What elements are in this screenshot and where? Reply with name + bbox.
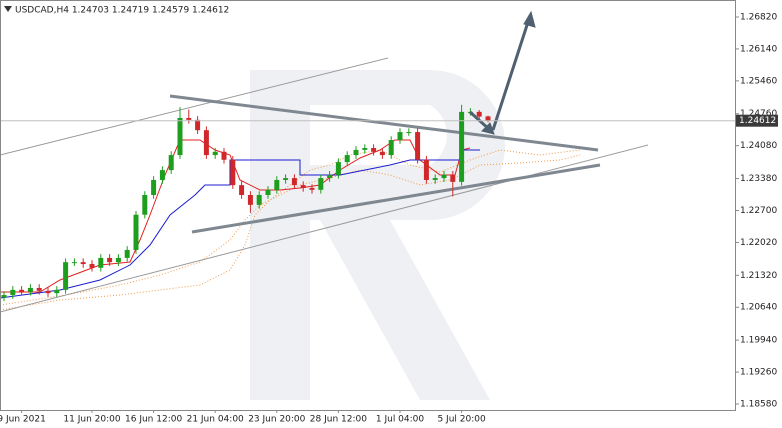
x-tick-label: 1 Jul 04:00 xyxy=(376,415,425,425)
candle-body xyxy=(230,159,236,186)
candle-body xyxy=(221,151,227,160)
candle-body xyxy=(344,155,350,163)
candle-body xyxy=(423,159,429,180)
candle-body xyxy=(63,262,69,290)
x-tick-label: 5 Jul 20:00 xyxy=(437,415,486,425)
y-tick-label: 1.22020 xyxy=(740,238,777,248)
candle-body xyxy=(300,185,306,188)
candle-body xyxy=(415,132,421,160)
candle-body xyxy=(239,185,245,195)
candle-body xyxy=(485,116,491,121)
x-tick-label: 21 Jun 04:00 xyxy=(187,415,244,425)
x-tick-label: 9 Jun 2021 xyxy=(0,415,46,425)
candle-body xyxy=(335,162,341,175)
x-tick-label: 11 Jun 20:00 xyxy=(63,415,120,425)
candle-body xyxy=(432,178,438,180)
candle-body xyxy=(10,289,16,296)
candle-body xyxy=(115,257,121,263)
candle-body xyxy=(274,179,280,190)
candle-body xyxy=(309,187,315,190)
candle-body xyxy=(283,178,289,180)
trendlines xyxy=(0,57,649,313)
candle-body xyxy=(19,289,25,292)
candle-body xyxy=(186,117,192,120)
y-tick-label: 1.21320 xyxy=(740,271,777,281)
candle-body xyxy=(476,111,482,117)
y-tick-label: 1.18580 xyxy=(740,399,777,409)
candle-body xyxy=(203,130,209,156)
candle-body xyxy=(159,170,165,180)
x-tick-label: 28 Jun 12:00 xyxy=(310,415,367,425)
candle-body xyxy=(133,214,139,250)
y-tick-label: 1.22700 xyxy=(740,206,777,216)
last-price-box xyxy=(736,114,778,127)
y-tick-label: 1.24760 xyxy=(740,109,777,119)
candle-body xyxy=(71,262,77,264)
candle-body xyxy=(54,289,60,294)
collapse-icon xyxy=(4,6,12,12)
candle-body xyxy=(459,111,465,182)
candle-body xyxy=(441,174,447,179)
candle-body xyxy=(371,148,377,152)
candle-body xyxy=(124,249,130,258)
candle-body xyxy=(450,174,456,182)
candle-body xyxy=(151,179,157,195)
candle-body xyxy=(36,287,42,291)
x-tick-label: 23 Jun 20:00 xyxy=(248,415,305,425)
x-tick-label: 16 Jun 12:00 xyxy=(125,415,182,425)
y-tick-label: 1.19940 xyxy=(740,336,777,346)
candle-body xyxy=(247,194,253,205)
plot-frame xyxy=(0,0,736,411)
candle-body xyxy=(318,178,324,190)
candle-body xyxy=(212,151,218,156)
y-tick-label: 1.26820 xyxy=(740,13,777,23)
candle-body xyxy=(107,257,113,263)
candle-body xyxy=(177,117,183,156)
last-price-label: 1.24612 xyxy=(739,116,776,126)
y-tick-label: 1.19260 xyxy=(740,368,777,378)
y-tick-label: 1.24080 xyxy=(740,141,777,151)
candle-body xyxy=(195,119,201,131)
candle-body xyxy=(291,178,297,186)
candle-body xyxy=(168,155,174,171)
candle-body xyxy=(353,149,359,156)
y-tick-label: 1.25460 xyxy=(740,76,777,86)
candle-body xyxy=(98,257,104,268)
chart-title: USDCAD,H4 1.24703 1.24719 1.24579 1.2461… xyxy=(15,6,229,16)
candle-body xyxy=(142,194,148,215)
y-tick-label: 1.26140 xyxy=(740,44,777,54)
y-tick-label: 1.23380 xyxy=(740,174,777,184)
candle-body xyxy=(327,174,333,179)
candle-body xyxy=(89,264,95,268)
candle-body xyxy=(379,151,385,156)
candle-body xyxy=(45,290,51,294)
candle-body xyxy=(27,287,33,292)
candle-body xyxy=(362,148,368,150)
y-tick-label: 1.20640 xyxy=(740,303,777,313)
candle-body xyxy=(256,194,262,205)
candle-body xyxy=(265,189,271,195)
candle-body xyxy=(80,262,86,265)
candle-body xyxy=(1,295,7,298)
indicators xyxy=(0,139,581,311)
candle-body xyxy=(397,132,403,141)
candle-body xyxy=(406,132,412,134)
candle-body xyxy=(388,140,394,156)
